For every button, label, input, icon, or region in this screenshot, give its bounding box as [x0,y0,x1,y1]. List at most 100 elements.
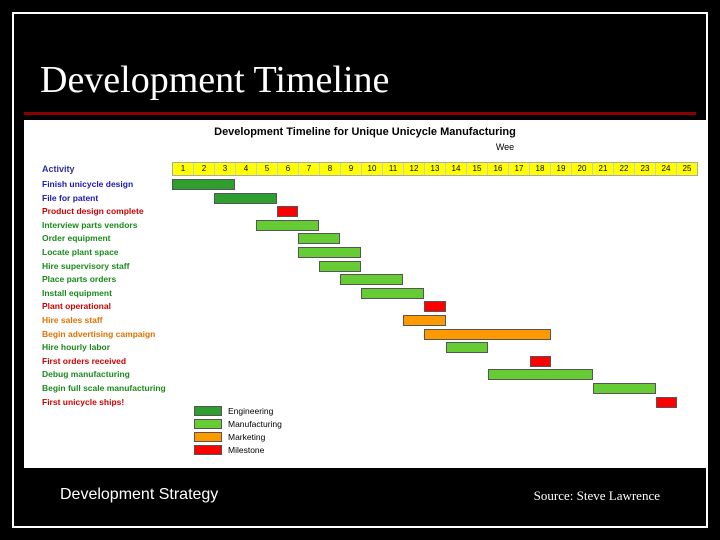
activity-label: Debug manufacturing [42,368,130,381]
activity-label: Order equipment [42,232,110,245]
chart-title: Development Timeline for Unique Unicycle… [24,120,706,138]
gantt-bar [172,179,235,190]
week-header-cell: 25 [677,163,697,175]
bar-area [172,288,698,299]
bar-area [172,301,698,312]
gantt-bar [403,315,445,326]
legend-swatch [194,406,222,416]
activity-label: Begin full scale manufacturing [42,382,166,395]
activity-label: Install equipment [42,287,112,300]
week-header-cell: 21 [593,163,614,175]
bar-area [172,329,698,340]
week-header-cell: 1 [173,163,194,175]
week-header-cell: 15 [467,163,488,175]
gantt-bar [298,233,340,244]
week-header-cell: 9 [341,163,362,175]
week-header-cell: 7 [299,163,320,175]
legend-label: Milestone [228,445,264,455]
gantt-row: Locate plant space [32,246,698,260]
gantt-bar [424,301,445,312]
legend-label: Marketing [228,432,265,442]
bar-area [172,261,698,272]
week-header-cell: 4 [236,163,257,175]
week-header-cell: 16 [488,163,509,175]
activity-label: First unicycle ships! [42,396,124,409]
legend-swatch [194,419,222,429]
activity-label: Locate plant space [42,246,119,259]
footer-right: Source: Steve Lawrence [534,488,660,504]
week-header-cell: 10 [362,163,383,175]
week-header-cell: 18 [530,163,551,175]
bar-area [172,315,698,326]
bar-area [172,233,698,244]
activity-label: Hire supervisory staff [42,260,129,273]
activity-label: Begin advertising campaign [42,328,155,341]
bar-area [172,274,698,285]
week-header-cell: 20 [572,163,593,175]
gantt-bar [446,342,488,353]
activity-header: Activity [42,164,75,174]
activity-label: Interview parts vendors [42,219,137,232]
gantt-row: Hire sales staff [32,314,698,328]
legend-row: Manufacturing [194,417,282,430]
activity-label: File for patent [42,192,98,205]
activity-label: Place parts orders [42,273,116,286]
bar-area [172,342,698,353]
week-header-cell: 5 [257,163,278,175]
legend-label: Engineering [228,406,273,416]
bar-area [172,193,698,204]
week-header-cell: 22 [614,163,635,175]
week-header-cell: 8 [320,163,341,175]
gantt-bar [340,274,403,285]
gantt-row: Begin advertising campaign [32,328,698,342]
legend-label: Manufacturing [228,419,282,429]
gantt-bar [256,220,319,231]
activity-label: Product design complete [42,205,144,218]
gantt-row: Interview parts vendors [32,219,698,233]
legend-swatch [194,445,222,455]
legend-row: Milestone [194,443,282,456]
gantt-row: Debug manufacturing [32,368,698,382]
gantt-row: Hire hourly labor [32,341,698,355]
gantt-row: First orders received [32,355,698,369]
legend-row: Engineering [194,404,282,417]
legend-row: Marketing [194,430,282,443]
activity-label: Finish unicycle design [42,178,133,191]
bar-area [172,179,698,190]
gantt-bar [424,329,550,340]
footer-left: Development Strategy [60,486,218,504]
gantt-row: Install equipment [32,287,698,301]
bar-area [172,220,698,231]
week-header-cell: 6 [278,163,299,175]
gantt-row: First unicycle ships! [32,396,698,410]
gantt-row: File for patent [32,192,698,206]
bar-area [172,369,698,380]
activity-label: Hire hourly labor [42,341,110,354]
chart-subtitle: Wee [304,142,706,152]
activity-label: Plant operational [42,300,111,313]
gantt-bar [593,383,656,394]
gantt-row: Order equipment [32,232,698,246]
gantt-row: Hire supervisory staff [32,260,698,274]
gantt-row: Plant operational [32,300,698,314]
activity-label: Hire sales staff [42,314,102,327]
week-header-cell: 3 [215,163,236,175]
week-header-cell: 23 [635,163,656,175]
gantt-row: Place parts orders [32,273,698,287]
gantt-bar [277,206,298,217]
title-underline [24,112,696,115]
gantt-bar [214,193,277,204]
week-header-cell: 11 [383,163,404,175]
activity-label: First orders received [42,355,126,368]
week-header-cell: 12 [404,163,425,175]
gantt-bar [361,288,424,299]
gantt-row: Finish unicycle design [32,178,698,192]
week-header-row: 1234567891011121314151617181920212223242… [172,162,698,176]
gantt-bar [298,247,361,258]
slide-title: Development Timeline [40,58,389,102]
bar-area [172,247,698,258]
gantt-bar [656,397,677,408]
bar-area [172,206,698,217]
gantt-bar [530,356,551,367]
chart-legend: Engineering Manufacturing Marketing Milesto… [194,404,282,456]
